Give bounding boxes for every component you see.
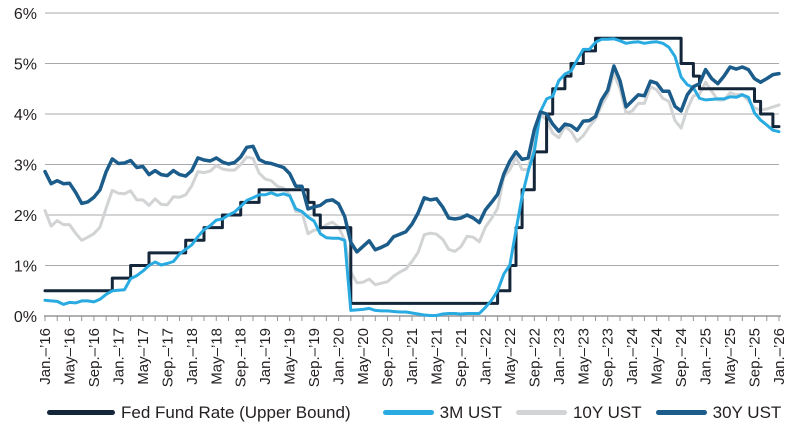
legend-label-fed-fund-rate: Fed Fund Rate (Upper Bound) xyxy=(121,403,351,422)
y-axis-label: 3% xyxy=(14,158,37,175)
x-axis-label: Jan.–’19 xyxy=(257,328,274,385)
y-axis-label: 0% xyxy=(14,309,37,326)
x-axis-label: May–’21 xyxy=(428,328,445,385)
x-axis-label: May–’16 xyxy=(61,328,78,385)
x-axis-label: Sep.–’20 xyxy=(380,328,397,387)
x-axis-label: Sep.–’25 xyxy=(747,328,764,387)
x-axis-label: Jan.–’18 xyxy=(184,328,201,385)
y-axis-label: 4% xyxy=(14,107,37,124)
y-axis-label: 5% xyxy=(14,57,37,74)
y-axis-label: 1% xyxy=(14,259,37,276)
legend-label-10y-ust: 10Y UST xyxy=(572,403,642,422)
x-axis-label: Jan.–’22 xyxy=(477,328,494,385)
x-axis-label: May–’23 xyxy=(575,328,592,385)
x-axis-label: Jan.–’17 xyxy=(110,328,127,385)
x-axis-label: May–’18 xyxy=(208,328,225,385)
x-axis-label: May–’19 xyxy=(282,328,299,385)
x-axis-label: Sep.–’19 xyxy=(306,328,323,387)
x-axis-label: Jan.–’23 xyxy=(551,328,568,385)
x-axis-label: May–’22 xyxy=(502,328,519,385)
x-axis-label: Jan.–’20 xyxy=(331,328,348,385)
legend-swatch-3m-ust xyxy=(382,410,434,415)
legend-label-30y-ust: 30Y UST xyxy=(712,403,782,422)
x-axis-label: Jan.–’24 xyxy=(624,328,641,385)
rates-line-chart-plot: 0% 1% 2% 3% 4% 5% 6% Jan.–’16 May–’16 Sep.–’16 Jan… xyxy=(14,6,788,387)
chart-legend: Fed Fund Rate (Upper Bound) 3M UST 10Y U… xyxy=(0,404,800,442)
x-axis-label: Sep.–’16 xyxy=(86,328,103,387)
x-axis-label: Sep.–’17 xyxy=(159,328,176,387)
x-axis-label: Jan.–’25 xyxy=(698,328,715,385)
y-axis-label: 6% xyxy=(14,6,37,23)
x-axis-label: May–’25 xyxy=(722,328,739,385)
legend-swatch-fed-fund-rate xyxy=(47,410,115,415)
legend-item-3m-ust: 3M UST xyxy=(382,403,502,422)
legend-label-3m-ust: 3M UST xyxy=(439,403,502,422)
x-axis-label: May–’17 xyxy=(135,328,152,385)
legend-item-fed-fund-rate: Fed Fund Rate (Upper Bound) xyxy=(47,404,351,421)
series-line-3m-ust xyxy=(43,37,781,317)
x-axis-label: May–’20 xyxy=(355,328,372,385)
y-axis-label: 2% xyxy=(14,208,37,225)
x-axis-label: Sep.–’21 xyxy=(453,328,470,387)
x-axis-label: Sep.–’23 xyxy=(600,328,617,387)
x-axis-label: Sep.–’18 xyxy=(233,328,250,387)
legend-item-10y-ust: 10Y UST xyxy=(515,403,642,422)
x-axis-label: Sep.–’24 xyxy=(673,328,690,387)
legend-swatch-10y-ust xyxy=(515,410,567,415)
x-axis-label: Jan.–’21 xyxy=(404,328,421,385)
x-axis-label: May–’24 xyxy=(649,328,666,385)
series-line-10y-ust xyxy=(43,72,781,287)
series-line-30y-ust xyxy=(43,64,781,254)
legend-swatch-30y-ust xyxy=(655,410,707,415)
x-axis-label: Sep.–’22 xyxy=(526,328,543,387)
legend-item-30y-ust: 30Y UST xyxy=(655,403,782,422)
x-axis-label: Jan.–’16 xyxy=(37,328,54,385)
x-axis-label: Jan.–’26 xyxy=(771,328,788,385)
